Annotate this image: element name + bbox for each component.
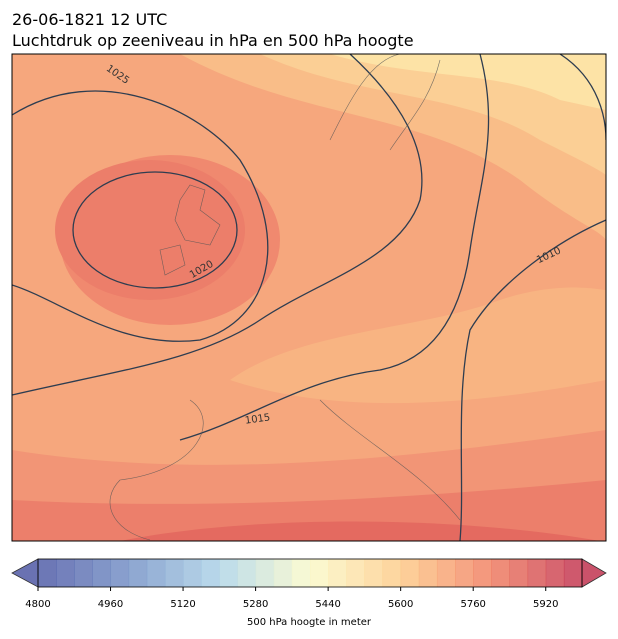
colorbar-bin — [38, 559, 57, 587]
colorbar-label: 500 hPa hoogte in meter — [247, 617, 372, 628]
colorbar-tick-label: 5120 — [170, 599, 195, 610]
colorbar-bin — [110, 559, 130, 587]
colorbar-tick-label: 5600 — [388, 599, 413, 610]
colorbar-tick-label: 5440 — [315, 599, 340, 610]
colorbar-bin — [128, 559, 148, 587]
map-frame — [11, 53, 607, 542]
colorbar-bin — [400, 559, 420, 587]
datetime: 26-06-1821 12 UTC — [12, 10, 167, 29]
map — [12, 54, 606, 541]
colorbar-bin — [219, 559, 238, 587]
colorbar-tick-label: 5920 — [533, 599, 558, 610]
colorbar-bin — [201, 559, 220, 587]
colorbar-bin — [527, 559, 547, 587]
colorbar-bin — [436, 559, 456, 587]
colorbar-bin — [491, 559, 510, 587]
colorbar-bin — [146, 559, 166, 587]
colorbar: 4800 4960 5120 5280 5440 5600 5760 5920 500 hPa … — [11, 558, 607, 628]
colorbar-bin — [418, 559, 438, 587]
colorbar-bin — [255, 559, 275, 587]
colorbar-bin — [183, 559, 202, 587]
colorbar-bin — [473, 559, 492, 587]
colorbar-bin — [164, 559, 184, 587]
colorbar-bin — [364, 559, 384, 587]
colorbar-bin — [237, 559, 257, 587]
colorbar-bin — [74, 559, 93, 587]
colorbar-tick-label: 5760 — [460, 599, 485, 610]
colorbar-bin — [346, 559, 365, 587]
colorbar-bin — [455, 559, 474, 587]
colorbar-bin — [92, 559, 112, 587]
colorbar-extend-high — [581, 558, 607, 588]
colorbar-bin — [563, 559, 583, 587]
colorbar-bin — [273, 559, 293, 587]
colorbar-bin — [545, 559, 565, 587]
colorbar-frame — [37, 558, 583, 588]
colorbar-extend-low — [11, 558, 39, 588]
isobar-label: 1015 — [244, 412, 271, 426]
colorbar-bin — [382, 559, 402, 587]
colorbar-tick-label: 4800 — [25, 599, 50, 610]
colorbar-bin — [291, 559, 311, 587]
colorbar-tick-label: 5280 — [243, 599, 268, 610]
colorbar-tick-label: 4960 — [98, 599, 123, 610]
title: Luchtdruk op zeeniveau in hPa en 500 hPa… — [12, 31, 414, 50]
colorbar-bin — [56, 559, 75, 587]
colorbar-bin — [310, 559, 329, 587]
colorbar-bin — [509, 559, 529, 587]
colorbar-bin — [328, 559, 347, 587]
